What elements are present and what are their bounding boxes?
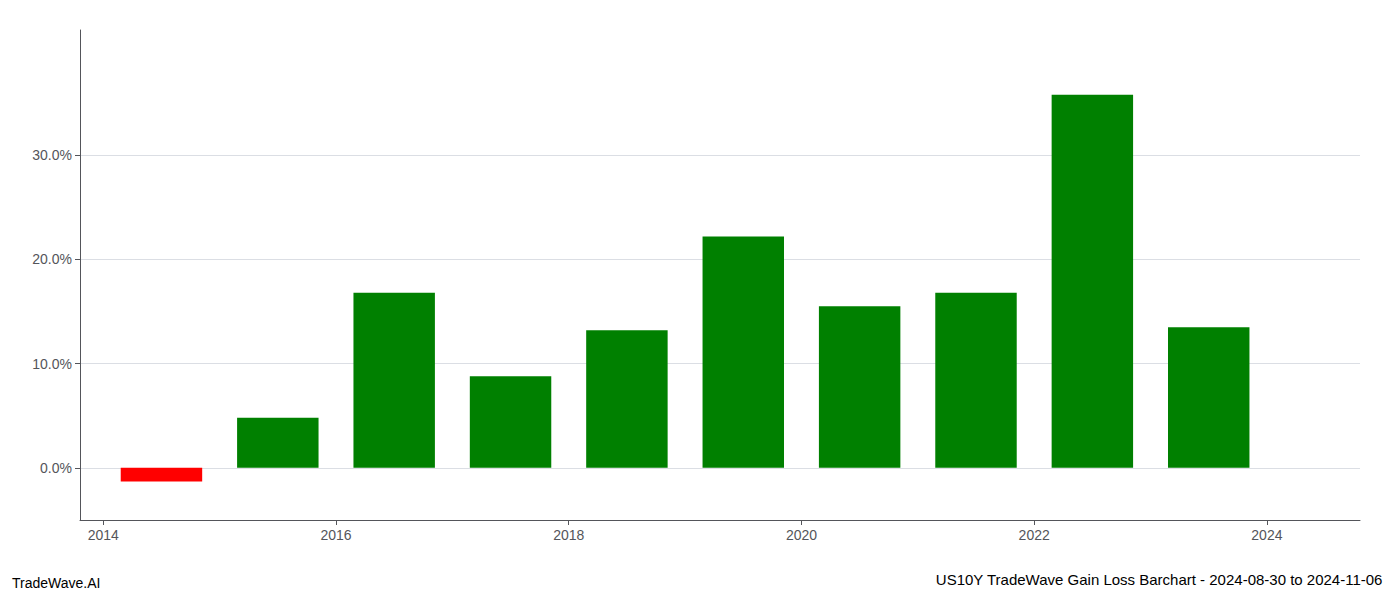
svg-text:2016: 2016 — [320, 527, 351, 543]
svg-text:10.0%: 10.0% — [32, 356, 72, 372]
svg-text:2020: 2020 — [786, 527, 817, 543]
svg-text:20.0%: 20.0% — [32, 251, 72, 267]
svg-text:2024: 2024 — [1251, 527, 1282, 543]
svg-text:2018: 2018 — [553, 527, 584, 543]
svg-text:30.0%: 30.0% — [32, 147, 72, 163]
svg-text:0.0%: 0.0% — [40, 460, 72, 476]
svg-text:2022: 2022 — [1019, 527, 1050, 543]
svg-text:US10Y TradeWave Gain Loss Barc: US10Y TradeWave Gain Loss Barchart - 202… — [936, 571, 1383, 588]
svg-text:TradeWave.AI: TradeWave.AI — [12, 575, 100, 591]
svg-text:2014: 2014 — [88, 527, 119, 543]
